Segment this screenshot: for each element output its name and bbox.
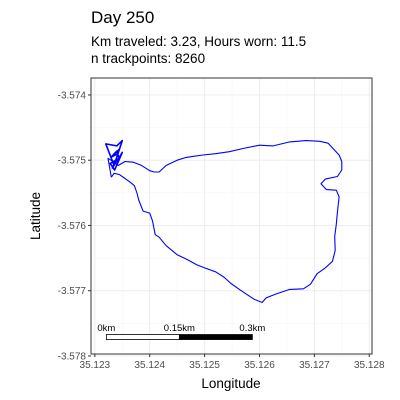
x-tick-label: 35.125: [189, 360, 220, 371]
panel-border: [90, 77, 373, 355]
chart-subtitle-line-1: Km traveled: 3.23, Hours worn: 11.5: [91, 34, 306, 49]
track-line: [107, 140, 343, 304]
scale-bar-label: 0.3km: [239, 323, 265, 334]
chart-subtitle-line-2: n trackpoints: 8260: [91, 51, 205, 66]
scale-bar: 0km 0.15km 0.3km: [97, 323, 265, 340]
scale-bar-segment-white: [105, 334, 180, 340]
x-axis: 35.123 35.124 35.125 35.126 35.127 35.128: [80, 354, 385, 371]
x-tick-label: 35.126: [244, 360, 275, 371]
y-axis: -3.574 -3.575 -3.576 -3.577 -3.578: [58, 90, 91, 362]
minor-gridlines: [91, 78, 372, 354]
track-cluster: [105, 139, 124, 171]
major-gridlines: [91, 78, 372, 357]
y-axis-label: Latitude: [28, 192, 43, 240]
x-tick-label: 35.124: [134, 360, 165, 371]
x-axis-label: Longitude: [201, 376, 260, 391]
plot-panel: 0km 0.15km 0.3km: [90, 77, 373, 357]
y-tick-label: -3.576: [58, 221, 87, 232]
track-layer: [105, 139, 343, 304]
y-tick-label: -3.575: [58, 156, 87, 167]
scale-bar-label: 0km: [97, 323, 115, 334]
scale-bar-label: 0.15km: [164, 323, 195, 334]
y-tick-label: -3.577: [58, 286, 87, 297]
chart-title: Day 250: [91, 8, 154, 27]
y-tick-label: -3.578: [58, 351, 87, 362]
panel-background: [91, 78, 372, 354]
x-tick-label: 35.128: [354, 360, 385, 371]
y-tick-label: -3.574: [58, 90, 87, 101]
scale-bar-segment-black: [178, 334, 253, 340]
x-tick-label: 35.123: [80, 360, 111, 371]
x-tick-label: 35.127: [299, 360, 330, 371]
